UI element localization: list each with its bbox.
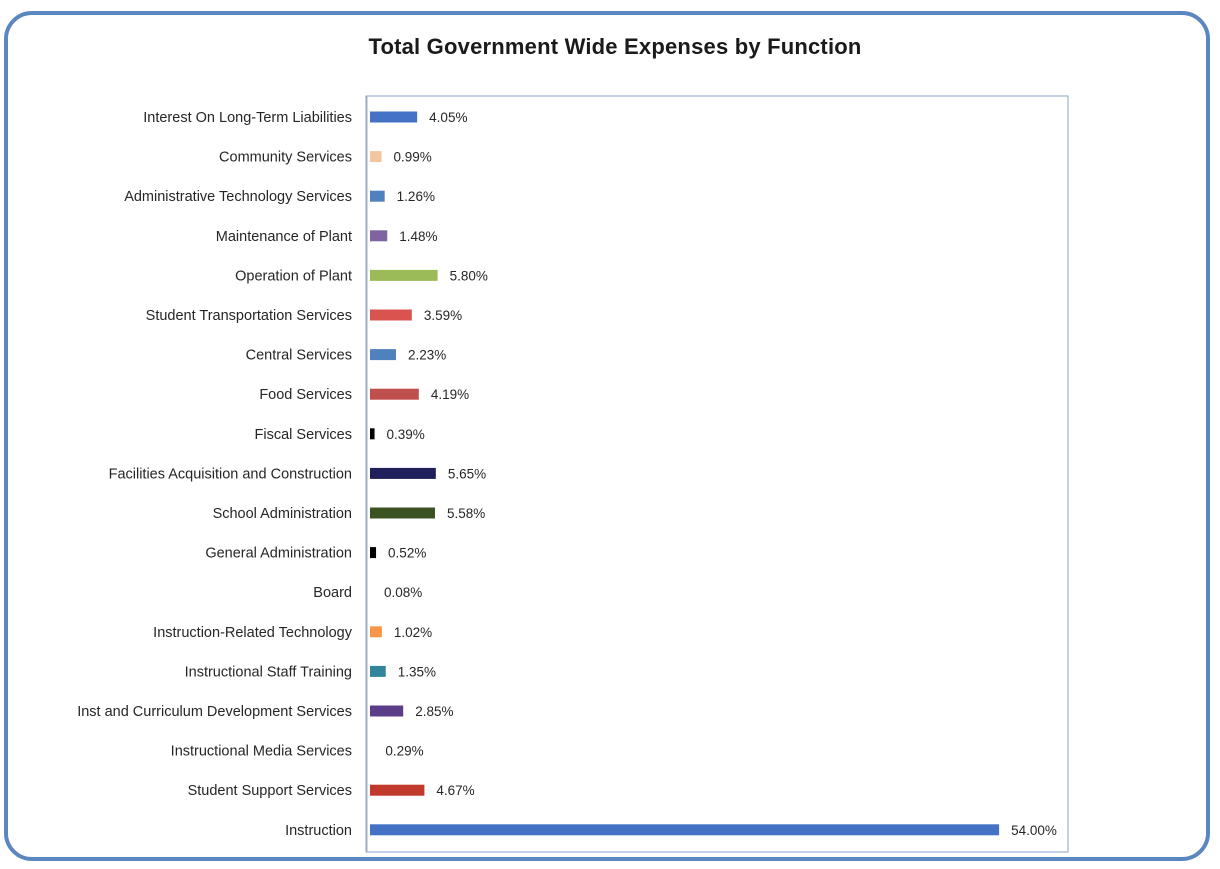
data-label: 2.23% [408, 348, 446, 363]
data-label: 4.67% [436, 783, 474, 798]
data-label: 0.99% [394, 150, 432, 165]
bars-layer: Interest On Long-Term Liabilities 4.05% Co… [77, 110, 1057, 839]
category-label: Inst and Curriculum Development Services [77, 704, 352, 720]
bar [370, 309, 412, 321]
category-label: Food Services [259, 387, 352, 403]
category-label: Facilities Acquisition and Construction [109, 466, 352, 482]
category-label: Central Services [246, 348, 352, 364]
category-label: Student Transportation Services [146, 308, 352, 324]
data-label: 2.85% [415, 704, 453, 719]
bar [370, 151, 382, 163]
data-label: 1.35% [398, 664, 436, 679]
data-label: 0.08% [384, 585, 422, 600]
category-label: School Administration [213, 506, 352, 522]
data-label: 1.02% [394, 625, 432, 640]
data-label: 0.39% [387, 427, 425, 442]
bar [370, 269, 438, 281]
data-label: 0.29% [385, 744, 423, 759]
category-label: Maintenance of Plant [216, 229, 352, 245]
bar [370, 824, 1000, 836]
category-label: Interest On Long-Term Liabilities [143, 110, 352, 126]
bar [370, 190, 385, 202]
data-label: 0.52% [388, 546, 426, 561]
bar [370, 111, 418, 123]
data-label: 1.48% [399, 229, 437, 244]
data-label: 3.59% [424, 308, 462, 323]
chart-frame [4, 11, 1210, 861]
data-label: 1.26% [397, 189, 435, 204]
bar [370, 665, 386, 677]
data-label: 5.58% [447, 506, 485, 521]
category-label: Board [313, 585, 352, 601]
bar [370, 428, 375, 440]
category-label: Instructional Media Services [171, 744, 352, 760]
category-label: Instructional Staff Training [185, 664, 352, 680]
data-label: 4.05% [429, 110, 467, 125]
category-label: Fiscal Services [255, 427, 353, 443]
plot-area-border [365, 95, 1069, 853]
category-label: Community Services [219, 150, 352, 166]
bar [370, 784, 425, 796]
chart-title: Total Government Wide Expenses by Functi… [368, 34, 862, 59]
category-label: Student Support Services [188, 783, 352, 799]
data-label: 4.19% [431, 387, 469, 402]
bar [370, 507, 436, 519]
bar [370, 349, 396, 361]
category-label: General Administration [205, 546, 352, 562]
bar [370, 745, 374, 757]
bar [370, 705, 404, 717]
category-label: Operation of Plant [235, 268, 352, 284]
category-label: Instruction [285, 823, 352, 839]
bar [370, 230, 388, 242]
data-label: 5.80% [450, 268, 488, 283]
bar [370, 586, 371, 598]
bar [370, 626, 382, 638]
data-label: 54.00% [1011, 823, 1057, 838]
category-label: Administrative Technology Services [124, 189, 352, 205]
category-label: Instruction-Related Technology [153, 625, 353, 641]
bar [370, 388, 419, 400]
bar [370, 547, 377, 559]
bar [370, 467, 436, 479]
data-label: 5.65% [448, 466, 486, 481]
